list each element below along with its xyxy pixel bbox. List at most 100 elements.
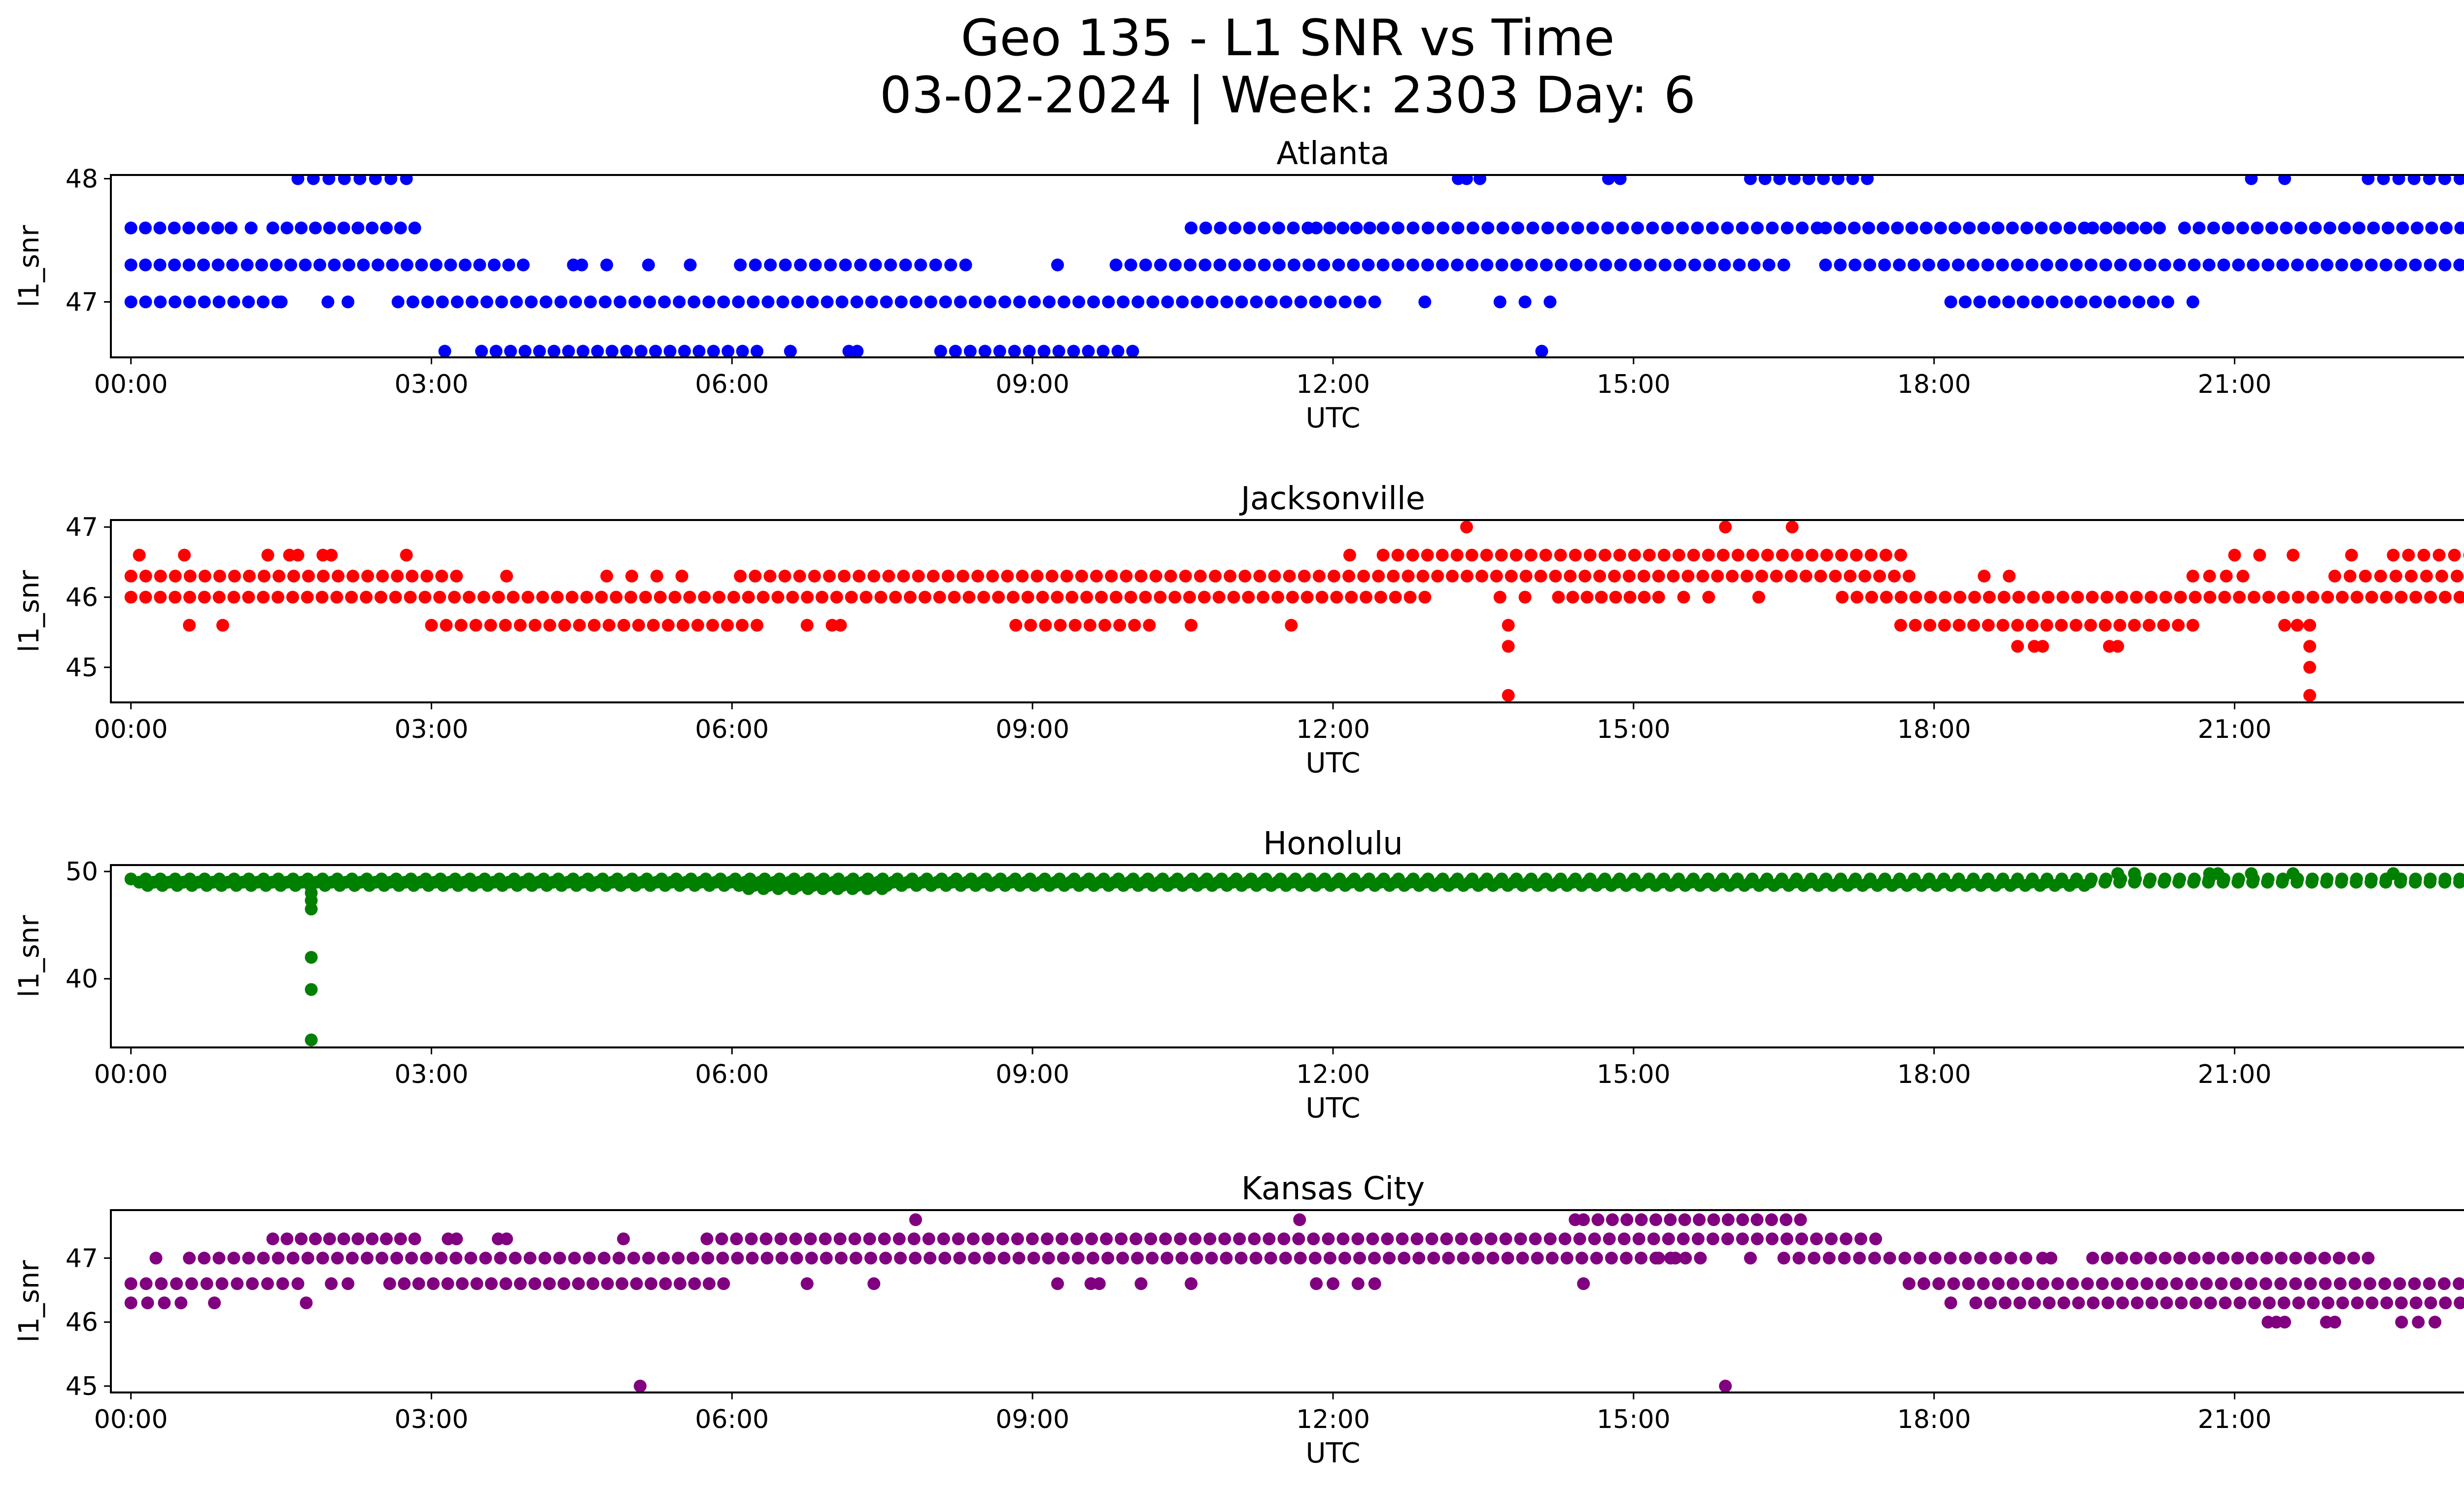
data-point	[1436, 549, 1449, 562]
data-point	[845, 591, 858, 604]
data-point	[1635, 1213, 1648, 1226]
data-point	[2262, 1296, 2276, 1310]
data-point	[1591, 1213, 1605, 1226]
data-point	[2248, 1296, 2261, 1310]
data-point	[1465, 549, 1478, 562]
data-point	[405, 1252, 418, 1265]
data-point	[525, 295, 538, 309]
data-point	[1011, 1232, 1024, 1246]
data-point	[2261, 875, 2274, 889]
data-point	[1679, 1252, 1692, 1265]
data-point	[1263, 1232, 1276, 1246]
data-point	[1496, 221, 1509, 235]
data-point	[1457, 879, 1470, 892]
data-point	[317, 569, 330, 583]
data-point	[1773, 175, 1786, 185]
data-point	[2086, 221, 2099, 235]
data-point	[2407, 175, 2421, 185]
data-point	[2280, 221, 2293, 235]
x-tick-label: 09:00	[995, 1405, 1069, 1434]
x-tick-label: 00:00	[94, 1405, 168, 1434]
data-point	[337, 221, 350, 235]
data-point	[1205, 1252, 1218, 1265]
data-point	[1131, 1252, 1144, 1265]
data-point	[894, 1252, 907, 1265]
data-point	[2323, 221, 2336, 235]
data-point	[878, 1232, 891, 1246]
data-point	[2057, 1296, 2070, 1310]
data-point	[909, 1213, 922, 1226]
data-point	[1762, 258, 1776, 272]
data-point	[392, 879, 406, 892]
data-point	[1461, 569, 1473, 583]
data-point	[1938, 619, 1951, 632]
data-point	[1951, 258, 1965, 272]
data-point	[1490, 569, 1503, 583]
data-point	[2394, 875, 2407, 889]
data-point	[2215, 1277, 2228, 1290]
data-point	[2020, 221, 2033, 235]
data-point	[749, 569, 762, 583]
data-point	[2439, 221, 2453, 235]
data-point	[645, 1277, 658, 1290]
data-point	[968, 1252, 981, 1265]
data-point	[509, 1252, 522, 1265]
data-point	[2380, 591, 2393, 604]
data-point	[1470, 1232, 1483, 1246]
data-point	[1406, 549, 1419, 562]
data-point	[668, 591, 682, 604]
data-point	[2044, 1252, 2057, 1265]
data-point	[1691, 1232, 1705, 1246]
data-point	[499, 619, 512, 632]
data-point	[291, 1277, 305, 1290]
data-point	[804, 1232, 817, 1246]
data-point	[183, 295, 196, 309]
data-point	[1353, 879, 1367, 892]
data-point	[155, 1277, 168, 1290]
data-point	[1257, 591, 1270, 604]
data-point	[1327, 569, 1340, 583]
data-point	[1974, 879, 1987, 892]
data-point	[353, 175, 367, 185]
data-point	[1534, 569, 1547, 583]
data-point	[2409, 875, 2422, 889]
data-point	[1292, 1232, 1305, 1246]
data-point	[1161, 295, 1174, 309]
data-point	[2364, 258, 2378, 272]
data-point	[2231, 875, 2245, 889]
data-point	[1871, 879, 1884, 892]
data-point	[2142, 619, 2156, 632]
data-point	[673, 295, 686, 309]
data-point	[2021, 1277, 2035, 1290]
data-point	[610, 591, 623, 604]
data-point	[562, 345, 575, 357]
data-point	[2222, 221, 2235, 235]
data-point	[2438, 591, 2452, 604]
data-point	[1052, 345, 1065, 357]
data-point	[394, 1232, 407, 1246]
data-point	[2424, 591, 2437, 604]
data-point	[1258, 221, 1271, 235]
data-point	[953, 1252, 966, 1265]
data-point	[700, 1232, 714, 1246]
data-point	[240, 258, 254, 272]
data-point	[1590, 1252, 1603, 1265]
data-point	[1989, 1252, 2002, 1265]
data-point	[2247, 258, 2260, 272]
data-point	[1631, 221, 1644, 235]
data-point	[595, 591, 608, 604]
x-tick-label: 21:00	[2198, 1060, 2272, 1089]
figure-title-line1: Geo 135 - L1 SNR vs Time	[961, 9, 1615, 68]
data-point	[244, 879, 258, 892]
x-tick-label: 03:00	[395, 370, 469, 399]
data-point	[257, 569, 271, 583]
data-point	[1898, 1252, 1912, 1265]
data-point	[1590, 879, 1603, 892]
data-point	[2365, 1296, 2379, 1310]
data-point	[386, 258, 399, 272]
data-point	[139, 258, 152, 272]
data-point	[554, 295, 568, 309]
data-point	[366, 221, 379, 235]
data-point	[305, 983, 318, 996]
x-tick-label: 03:00	[395, 1405, 469, 1434]
